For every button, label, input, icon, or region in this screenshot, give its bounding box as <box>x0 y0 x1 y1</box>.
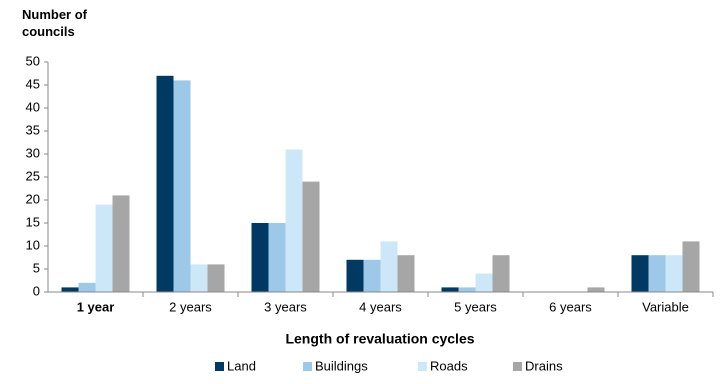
y-tick-label: 50 <box>26 53 40 68</box>
legend-swatch <box>418 362 427 371</box>
bar <box>302 181 320 292</box>
y-tick-label: 10 <box>26 237 40 252</box>
legend-label: Buildings <box>315 358 368 373</box>
bar <box>268 223 286 292</box>
y-tick-label: 45 <box>26 76 40 91</box>
x-tick-label: 4 years <box>359 299 402 314</box>
bar <box>207 264 225 292</box>
x-axis-label: Length of revaluation cycles <box>285 331 474 347</box>
bar <box>95 204 113 292</box>
bar <box>587 287 605 292</box>
bar <box>682 241 700 292</box>
x-tick-label: 2 years <box>169 299 212 314</box>
y-tick-label: 25 <box>26 168 40 183</box>
bar <box>173 80 191 293</box>
bar <box>631 255 649 292</box>
legend-label: Drains <box>525 358 563 373</box>
bar <box>363 259 381 292</box>
bar <box>492 255 510 292</box>
bar <box>458 287 476 292</box>
x-tick-label: 3 years <box>264 299 307 314</box>
x-tick-label: 5 years <box>454 299 497 314</box>
bar <box>380 241 398 292</box>
y-tick-label: 20 <box>26 191 40 206</box>
bar <box>112 195 130 292</box>
y-tick-label: 30 <box>26 145 40 160</box>
bar <box>648 255 666 292</box>
y-tick-label: 15 <box>26 214 40 229</box>
legend-swatch <box>303 362 312 371</box>
y-tick-label: 35 <box>26 122 40 137</box>
x-tick-label: 6 years <box>549 299 592 314</box>
x-tick-label: Variable <box>642 299 689 314</box>
y-tick-label: 5 <box>33 260 40 275</box>
bar <box>285 149 303 292</box>
bar <box>346 259 364 292</box>
bar <box>61 287 79 292</box>
bar <box>251 223 269 292</box>
legend-swatch <box>513 362 522 371</box>
y-tick-label: 40 <box>26 99 40 114</box>
bar <box>78 282 96 292</box>
legend-label: Roads <box>430 358 468 373</box>
legend-label: Land <box>227 358 256 373</box>
bar <box>475 273 493 292</box>
y-axis-label: Number of councils <box>22 7 87 39</box>
bar <box>397 255 415 292</box>
legend-swatch <box>215 362 224 371</box>
bar <box>665 255 683 292</box>
bar <box>190 264 208 292</box>
x-tick-label: 1 year <box>77 299 115 314</box>
bar <box>156 75 174 292</box>
bar <box>441 287 459 292</box>
y-tick-label: 0 <box>33 283 40 298</box>
